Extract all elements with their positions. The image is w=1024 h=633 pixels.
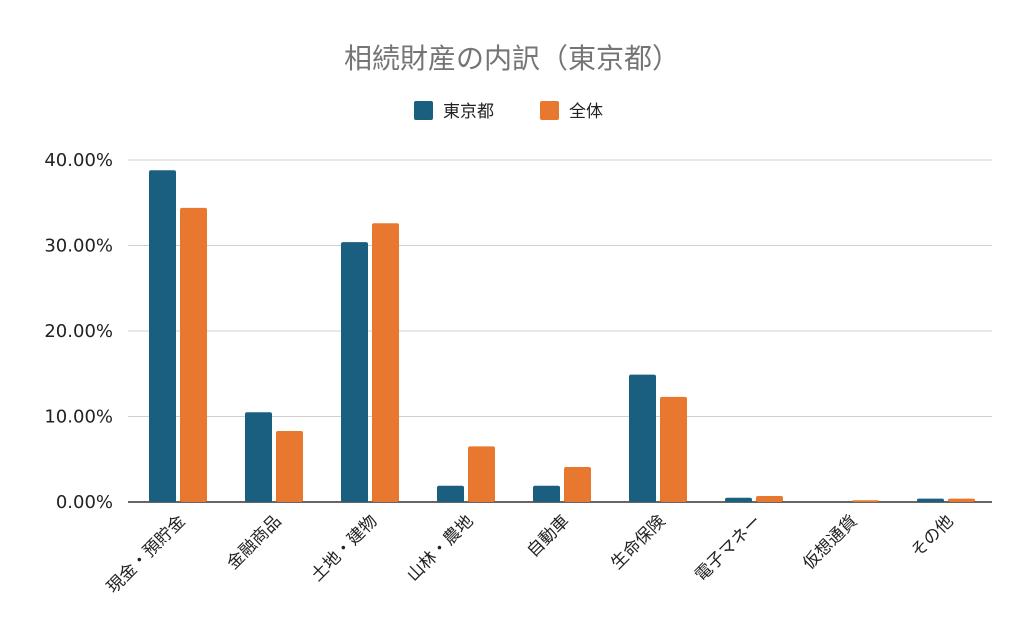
y-axis: 0.00% 10.00% 20.00% 30.00% 40.00%: [44, 150, 113, 513]
bar-東京都-金融商品: [245, 412, 272, 502]
legend-label: 東京都: [443, 102, 494, 122]
y-tick-label: 0.00%: [56, 492, 113, 513]
bar-東京都-自動車: [533, 485, 560, 502]
x-tick-label: 土地・建物: [307, 511, 381, 585]
y-tick-label: 10.00%: [44, 407, 113, 428]
bar-東京都-電子マネー: [725, 497, 752, 502]
bar-全体-土地・建物: [372, 223, 399, 502]
x-tick-label: 自動車: [523, 511, 573, 561]
bar-東京都-現金・預貯金: [149, 170, 176, 502]
bar-全体-現金・預貯金: [180, 207, 207, 502]
x-tick-label: 仮想通貨: [799, 511, 861, 573]
legend-swatch: [540, 101, 559, 120]
bar-全体-金融商品: [276, 431, 303, 502]
x-tick-label: 金融商品: [223, 511, 285, 573]
x-tick-label: 山林・農地: [403, 511, 477, 585]
bar-全体-その他: [948, 498, 975, 502]
legend-swatch: [414, 101, 433, 120]
bars: [149, 170, 975, 502]
y-tick-label: 30.00%: [44, 236, 113, 257]
bar-東京都-その他: [917, 498, 944, 502]
legend: 東京都 全体: [414, 101, 603, 122]
bar-全体-電子マネー: [756, 496, 783, 502]
x-axis: 現金・預貯金 金融商品 土地・建物 山林・農地 自動車 生命保険 電子マネー 仮想通貨 その他: [103, 511, 957, 597]
x-tick-label: その他: [907, 511, 957, 561]
grid: [128, 159, 992, 503]
x-tick-label: 現金・預貯金: [103, 511, 189, 597]
chart-title: 相続財産の内訳（東京都）: [344, 42, 680, 75]
bar-全体-自動車: [564, 466, 591, 502]
bar-全体-山林・農地: [468, 446, 495, 502]
legend-label: 全体: [569, 102, 603, 122]
bar-全体-生命保険: [660, 396, 687, 502]
x-tick-label: 生命保険: [607, 511, 669, 573]
y-tick-label: 40.00%: [44, 150, 113, 171]
bar-東京都-生命保険: [629, 374, 656, 502]
bar-全体-仮想通貨: [852, 500, 879, 502]
bar-東京都-土地・建物: [341, 242, 368, 502]
x-tick-label: 電子マネー: [691, 511, 765, 585]
bar-東京都-山林・農地: [437, 485, 464, 502]
y-tick-label: 20.00%: [44, 321, 113, 342]
